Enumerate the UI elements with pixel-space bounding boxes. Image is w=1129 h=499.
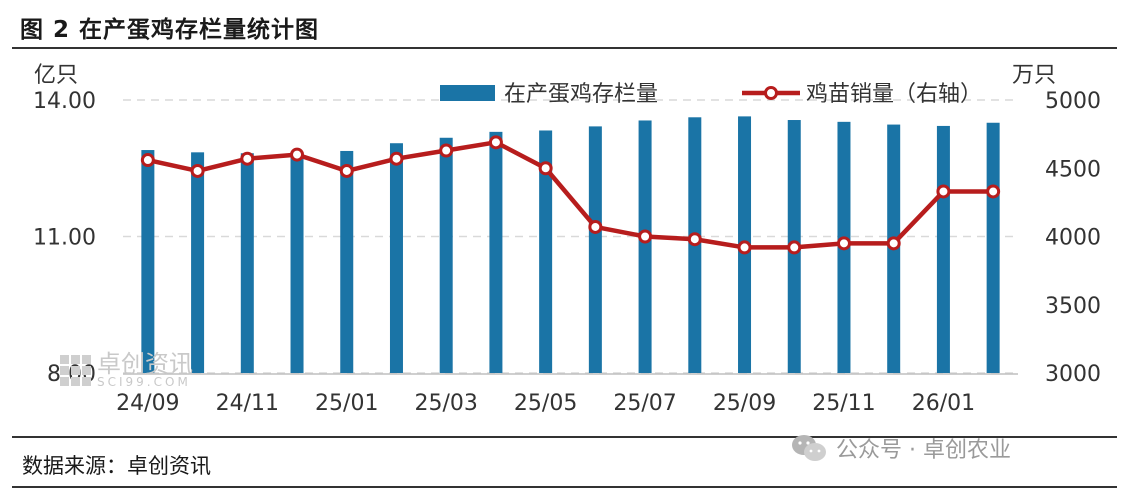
bar bbox=[191, 152, 205, 373]
line-point bbox=[488, 135, 503, 150]
x-tick-label: 25/11 bbox=[812, 391, 875, 416]
seedling-sales-line bbox=[147, 140, 994, 250]
line-point bbox=[240, 151, 255, 166]
x-tick-label: 25/03 bbox=[414, 391, 477, 416]
bar bbox=[141, 150, 155, 373]
bar bbox=[588, 126, 602, 373]
line-point bbox=[389, 151, 404, 166]
x-tick-label: 25/01 bbox=[315, 391, 378, 416]
left-tick-label: 14.00 bbox=[33, 89, 96, 114]
line-point bbox=[638, 229, 653, 244]
wechat-watermark-text: 公众号 · 卓创农业 bbox=[836, 438, 1011, 463]
line-point bbox=[836, 236, 851, 251]
legend-bar-swatch bbox=[440, 85, 495, 101]
line-point bbox=[737, 240, 752, 255]
x-tick-label: 25/07 bbox=[613, 391, 676, 416]
line-point bbox=[538, 161, 553, 176]
line-point bbox=[886, 236, 901, 251]
bar bbox=[290, 152, 304, 373]
x-tick-label: 24/11 bbox=[216, 391, 279, 416]
line-point bbox=[439, 143, 454, 158]
watermark-url: SCI99.COM bbox=[97, 375, 191, 389]
wechat-watermark: 公众号 · 卓创农业 bbox=[790, 432, 1011, 464]
bar bbox=[539, 130, 553, 373]
bar bbox=[389, 143, 403, 373]
right-tick-label: 3500 bbox=[1045, 294, 1101, 319]
line-point bbox=[687, 232, 702, 247]
line-point bbox=[339, 163, 354, 178]
right-tick-label: 4500 bbox=[1045, 157, 1101, 182]
x-tick-label: 25/05 bbox=[514, 391, 577, 416]
top-rule bbox=[12, 47, 1117, 49]
line-point bbox=[986, 184, 1001, 199]
bar bbox=[936, 125, 950, 373]
bottom-rule bbox=[12, 486, 1117, 488]
line-point bbox=[190, 163, 205, 178]
legend-bar-label: 在产蛋鸡存栏量 bbox=[504, 82, 658, 107]
bar bbox=[986, 122, 1000, 373]
line-point bbox=[787, 240, 802, 255]
watermark-brand: 卓创资讯 bbox=[97, 350, 193, 378]
legend: 在产蛋鸡存栏量 鸡苗销量（右轴） bbox=[440, 82, 982, 107]
left-axis-unit: 亿只 bbox=[34, 63, 78, 88]
watermark-mark-icon bbox=[60, 354, 91, 386]
source-note: 数据来源：卓创资讯 bbox=[22, 454, 211, 478]
middle-rule bbox=[12, 436, 1117, 438]
right-tick-label: 3000 bbox=[1045, 362, 1101, 387]
bar bbox=[638, 120, 652, 373]
line-layer bbox=[140, 135, 1001, 255]
right-tick-label: 4000 bbox=[1045, 226, 1101, 251]
left-tick-label: 11.00 bbox=[33, 226, 96, 251]
x-tick-label: 26/01 bbox=[912, 391, 975, 416]
bar bbox=[340, 150, 354, 373]
legend-line-marker bbox=[764, 86, 778, 100]
line-point bbox=[290, 147, 305, 162]
x-tick-label: 24/09 bbox=[116, 391, 179, 416]
figure-title: 图 2 在产蛋鸡存栏量统计图 bbox=[20, 17, 320, 43]
bar bbox=[439, 137, 453, 373]
grid-layer bbox=[123, 99, 1018, 374]
x-tick-label: 25/09 bbox=[713, 391, 776, 416]
right-axis-unit: 万只 bbox=[1012, 63, 1056, 88]
right-tick-label: 5000 bbox=[1045, 89, 1101, 114]
bar bbox=[489, 131, 503, 373]
line-point bbox=[588, 219, 603, 234]
watermark-logo: 卓创资讯 SCI99.COM bbox=[60, 352, 193, 388]
line-point bbox=[140, 153, 155, 168]
line-point bbox=[936, 184, 951, 199]
legend-line-label: 鸡苗销量（右轴） bbox=[806, 82, 982, 107]
bar bbox=[240, 153, 254, 373]
wechat-icon bbox=[792, 435, 826, 461]
